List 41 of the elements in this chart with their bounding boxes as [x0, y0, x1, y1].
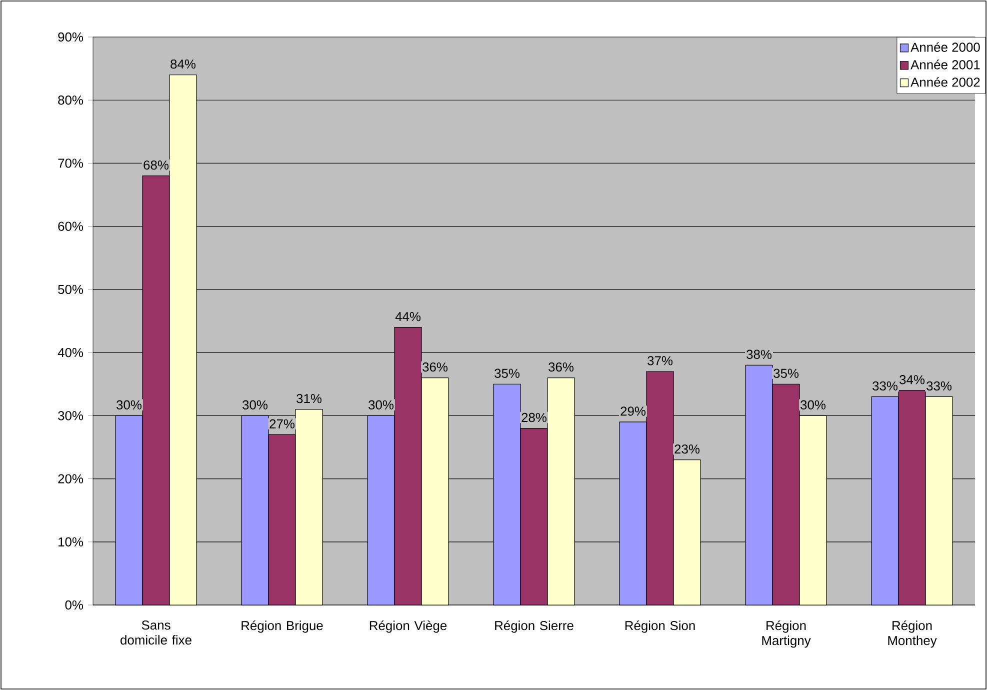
data-label: 33%	[926, 381, 952, 391]
y-tick-label: 80%	[58, 96, 84, 105]
data-label: 34%	[900, 375, 925, 384]
y-tick-label: 40%	[58, 348, 84, 358]
y-tick-label: 50%	[58, 284, 84, 294]
data-label: 31%	[296, 394, 322, 404]
legend-label: Année 2002	[910, 77, 980, 87]
data-label: 30%	[368, 400, 394, 410]
data-label: 33%	[872, 381, 898, 391]
data-label: 30%	[800, 400, 826, 410]
legend-label: Année 2001	[910, 60, 980, 70]
data-label: 35%	[494, 368, 520, 378]
data-label: 36%	[422, 362, 448, 372]
y-tick-label: 20%	[58, 474, 84, 484]
data-label: 23%	[674, 444, 700, 454]
x-tick-label: Région Sierre	[495, 620, 574, 633]
x-tick-label: Région Viège	[370, 620, 447, 633]
data-label: 36%	[548, 362, 574, 372]
y-tick-label: 90%	[58, 32, 84, 42]
x-tick-label: Région Martigny	[762, 620, 811, 648]
data-label: 30%	[116, 400, 142, 410]
x-tick-label: Région Sion	[625, 620, 695, 633]
data-label: 68%	[144, 160, 169, 170]
y-tick-label: 0%	[65, 600, 84, 610]
data-label: 35%	[774, 368, 799, 378]
data-label: 28%	[522, 412, 547, 422]
x-tick-label: Région Brigue	[242, 620, 323, 633]
x-tick-label: Région Monthey	[888, 620, 937, 648]
data-label: 44%	[395, 312, 421, 322]
y-tick-label: 30%	[58, 411, 84, 420]
data-label: 84%	[170, 59, 196, 69]
data-label: 37%	[648, 356, 673, 366]
data-label: 29%	[620, 406, 646, 416]
y-tick-label: 10%	[58, 537, 84, 546]
data-label: 30%	[242, 400, 268, 410]
data-label: 27%	[270, 419, 295, 428]
legend-label: Année 2000	[910, 42, 980, 52]
y-tick-label: 70%	[58, 158, 84, 168]
x-tick-label: Sans domicile fixe	[120, 620, 192, 645]
y-tick-label: 60%	[58, 222, 84, 231]
data-label: 38%	[746, 350, 772, 359]
